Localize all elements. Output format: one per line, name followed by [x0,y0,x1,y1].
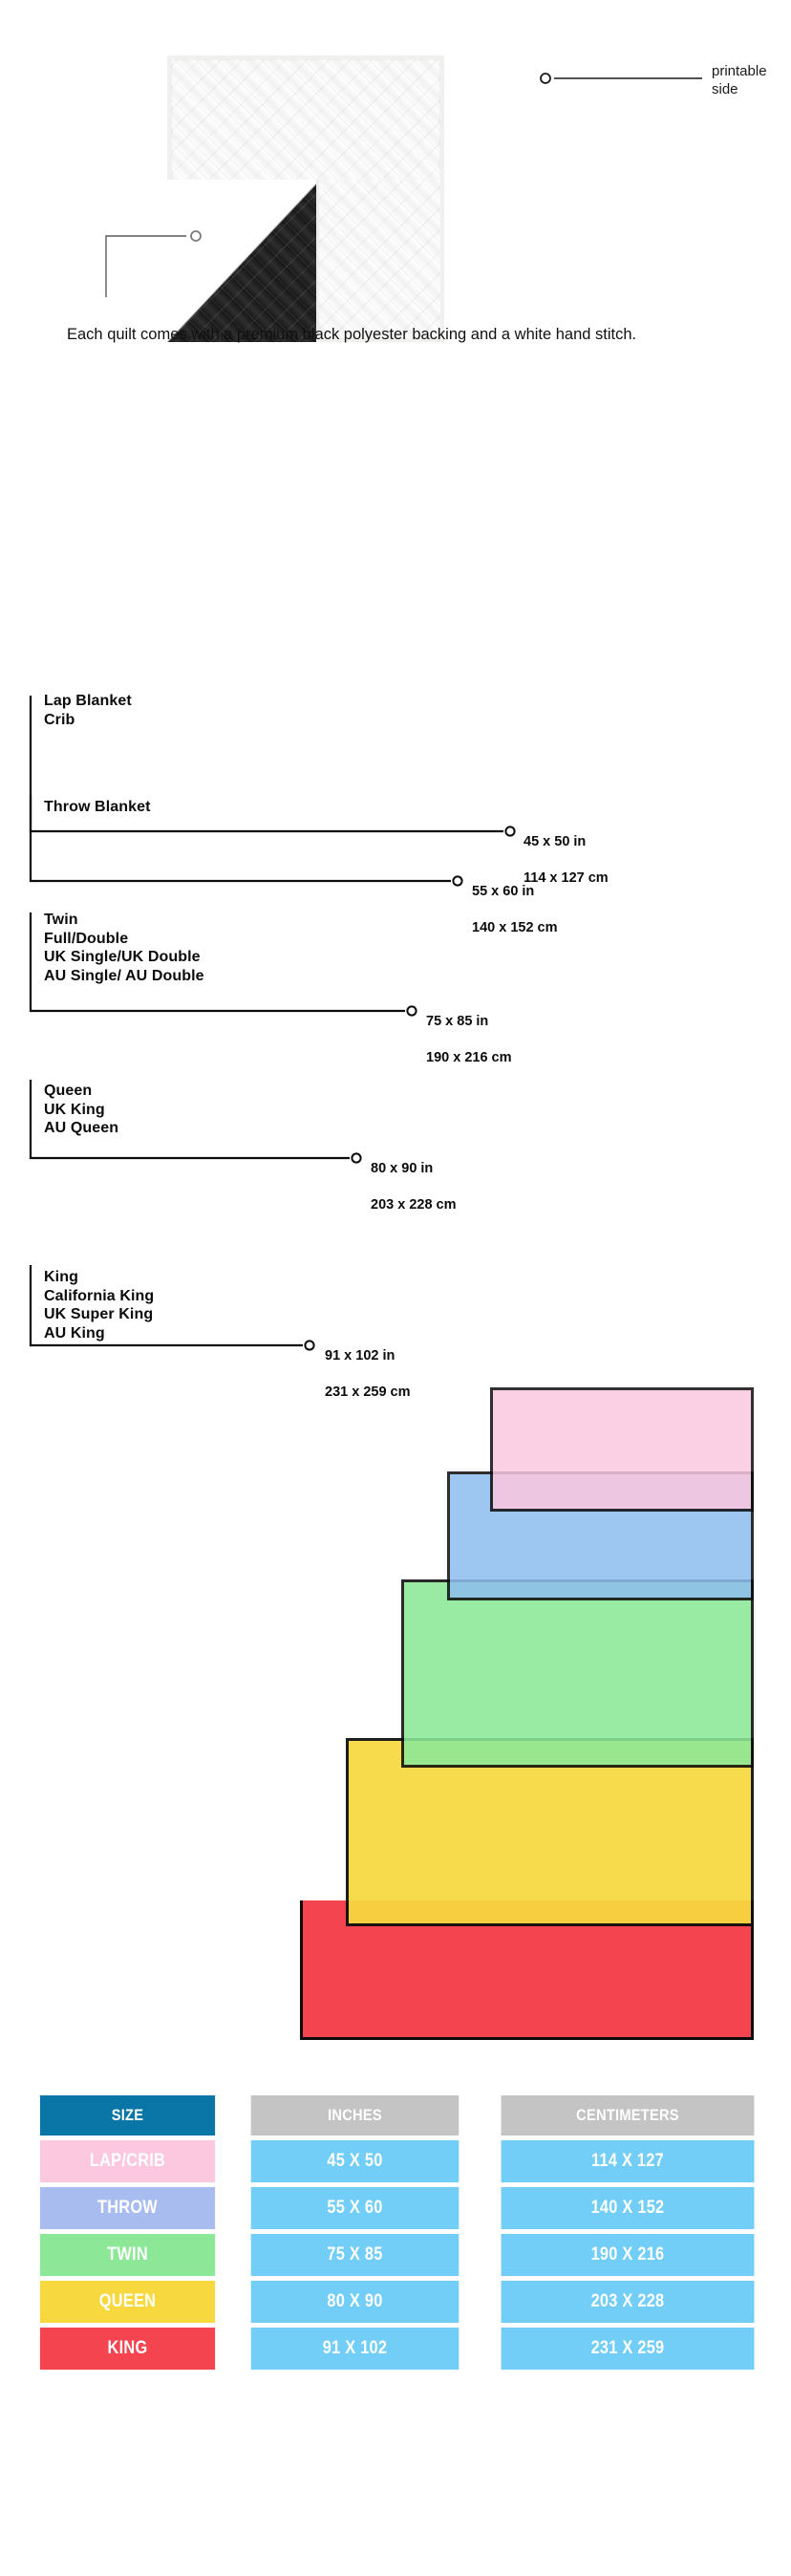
table-header-size: SIZE [39,2095,216,2136]
table-cell-inches: 55 X 60 [250,2187,460,2229]
table-header-inches: INCHES [250,2095,460,2136]
dim-inches: 75 x 85 in [426,1013,489,1029]
dim-cm: 140 x 152 cm [472,919,558,935]
quilt-fold-edge [167,180,320,342]
table-header-row: SIZE INCHES CENTIMETERS [26,2095,775,2136]
dim-inches: 80 x 90 in [371,1160,434,1176]
table-row: LAP/CRIB 45 X 50 114 X 127 [26,2140,775,2182]
table-cell-centimeters: 231 X 259 [501,2328,755,2370]
quilt-illustration-section: printable side Each quilt comes with a p… [0,0,791,669]
table-cell-centimeters: 203 X 228 [501,2281,755,2323]
dim-inches: 45 x 50 in [524,833,587,849]
printable-side-label: printable side [712,63,767,97]
table-cell-inches: 80 X 90 [250,2281,460,2323]
table-row: KING 91 X 102 231 X 259 [26,2328,775,2370]
table-cell-centimeters: 140 X 152 [501,2187,755,2229]
size-label-lap-crib: Lap Blanket Crib [44,693,132,728]
table-cell-inches: 91 X 102 [250,2328,460,2370]
size-table-section: SIZE INCHES CENTIMETERS LAP/CRIB 45 X 50… [21,2091,770,2374]
table-cell-centimeters: 114 X 127 [501,2140,755,2182]
dim-label-queen: 80 x 90 in 203 x 228 cm [371,1142,457,1213]
size-rect-queen [346,1738,754,1926]
dim-label-lap-crib: 45 x 50 in 114 x 127 cm [524,815,609,887]
table-cell-size: THROW [39,2187,216,2229]
table-cell-inches: 75 X 85 [250,2234,460,2276]
table-row: TWIN 75 X 85 190 X 216 [26,2234,775,2276]
dim-cm: 190 x 216 cm [426,1049,512,1065]
table-cell-inches: 45 X 50 [250,2140,460,2182]
size-label-king: King California King UK Super King AU Ki… [44,1269,155,1342]
dim-label-throw: 55 x 60 in 140 x 152 cm [472,865,558,936]
table-cell-size: TWIN [39,2234,216,2276]
dim-cm: 114 x 127 cm [524,869,609,886]
size-label-twin: Twin Full/Double UK Single/UK Double AU … [44,912,204,984]
size-label-throw: Throw Blanket [44,799,151,815]
quilt-image [167,55,444,342]
table-cell-centimeters: 190 X 216 [501,2234,755,2276]
size-rect-twin [401,1579,754,1768]
quilt-callout-lines [105,73,702,297]
size-rect-lap-crib [490,1387,754,1512]
dim-label-twin: 75 x 85 in 190 x 216 cm [426,995,512,1066]
quilt-right-white-band [316,180,444,342]
dim-inches: 55 x 60 in [472,883,535,899]
dim-cm: 231 x 259 cm [325,1384,411,1400]
table-row: QUEEN 80 X 90 203 X 228 [26,2281,775,2323]
table-cell-size: LAP/CRIB [39,2140,216,2182]
dim-label-king: 91 x 102 in 231 x 259 cm [325,1329,411,1401]
dim-cm: 203 x 228 cm [371,1196,457,1213]
quilt-caption: Each quilt comes with a premium black po… [67,326,637,343]
dim-inches: 91 x 102 in [325,1347,396,1363]
table-cell-size: QUEEN [39,2281,216,2323]
size-comparison-diagram: Lap Blanket Crib Throw Blanket Twin Full… [0,669,791,2083]
table-cell-size: KING [39,2328,216,2370]
size-label-queen: Queen UK King AU Queen [44,1083,119,1137]
table-row: THROW 55 X 60 140 X 152 [26,2187,775,2229]
table-header-centimeters: CENTIMETERS [501,2095,755,2136]
size-table: SIZE INCHES CENTIMETERS LAP/CRIB 45 X 50… [21,2091,780,2374]
